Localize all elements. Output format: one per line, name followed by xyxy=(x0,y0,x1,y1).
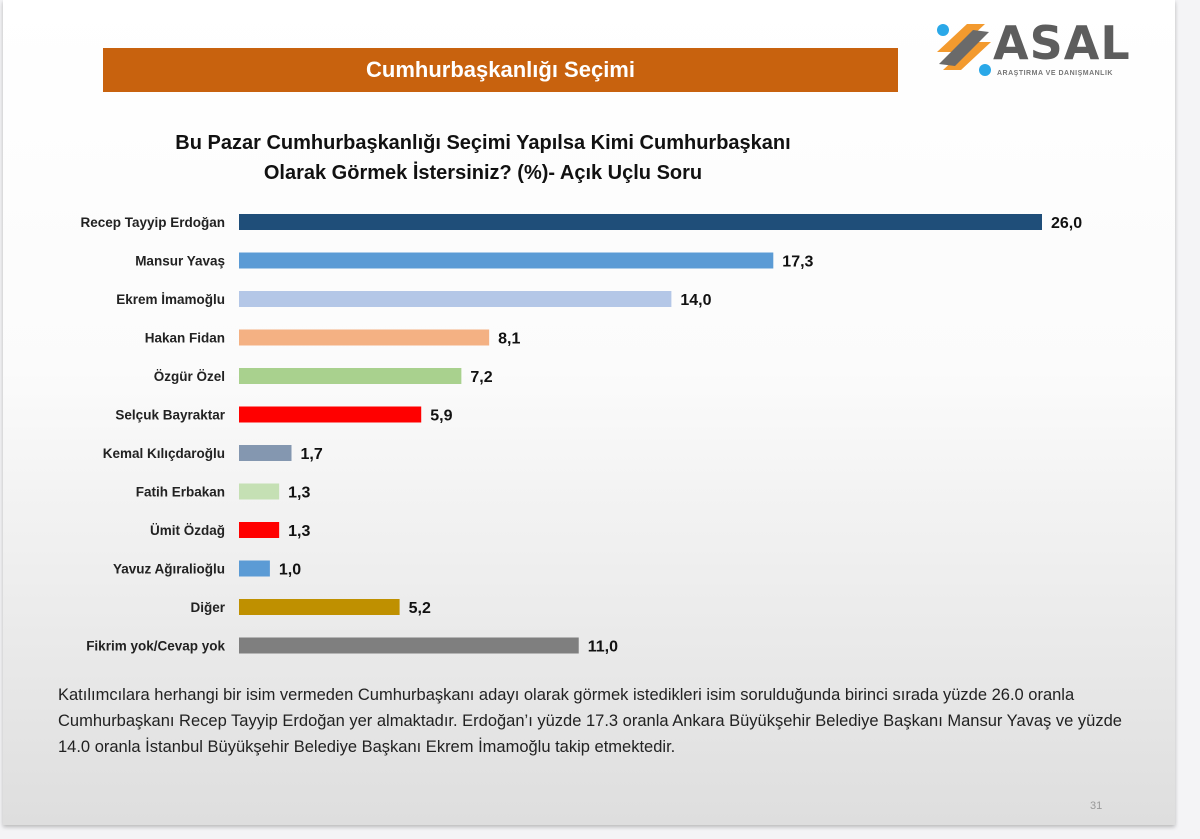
category-label: Diğer xyxy=(190,600,225,615)
bar xyxy=(239,252,774,269)
data-label: 1,3 xyxy=(288,485,310,502)
category-label: Fikrim yok/Cevap yok xyxy=(86,639,225,654)
chart-title: Bu Pazar Cumhurbaşkanlığı Seçimi Yapılsa… xyxy=(103,128,863,188)
logo-tagline: ARAŞTIRMA VE DANIŞMANLIK xyxy=(997,70,1113,77)
category-label: Selçuk Bayraktar xyxy=(115,408,225,423)
category-label: Özgür Özel xyxy=(154,369,225,384)
bar xyxy=(239,637,579,654)
data-label: 7,2 xyxy=(470,369,492,386)
category-label: Mansur Yavaş xyxy=(135,254,225,269)
data-label: 5,9 xyxy=(430,408,452,425)
bar xyxy=(239,368,462,384)
slide: Cumhurbaşkanlığı Seçimi ASAL ARAŞTIRMA V… xyxy=(3,0,1175,825)
bar xyxy=(239,483,280,500)
bar xyxy=(239,522,280,538)
logo-wordmark: ASAL xyxy=(993,16,1131,70)
data-label: 17,3 xyxy=(782,254,813,271)
chart-title-line-2: Olarak Görmek İstersiniz? (%)- Açık Uçlu… xyxy=(263,162,703,184)
bar-chart: Recep Tayyip Erdoğan 26,0 Mansur Yavaş 17,3… xyxy=(80,214,1082,656)
category-label: Yavuz Ağıralioğlu xyxy=(113,562,225,577)
data-label: 11,0 xyxy=(588,639,618,656)
chart-title-line-1: Bu Pazar Cumhurbaşkanlığı Seçimi Yapılsa… xyxy=(175,132,791,154)
bar xyxy=(239,329,490,346)
category-label: Kemal Kılıçdaroğlu xyxy=(103,446,225,461)
section-banner: Cumhurbaşkanlığı Seçimi xyxy=(103,48,898,92)
data-label: 1,7 xyxy=(301,446,323,463)
bar xyxy=(239,406,422,423)
data-label: 8,1 xyxy=(498,331,520,348)
bar xyxy=(239,445,292,461)
page-number: 31 xyxy=(1090,800,1103,812)
data-label: 1,3 xyxy=(288,523,310,540)
category-label: Recep Tayyip Erdoğan xyxy=(80,215,225,230)
category-label: Ekrem İmamoğlu xyxy=(116,292,225,307)
data-label: 26,0 xyxy=(1051,215,1082,232)
bar xyxy=(239,214,1042,230)
data-label: 14,0 xyxy=(680,292,711,309)
category-label: Hakan Fidan xyxy=(145,331,225,346)
data-label: 5,2 xyxy=(409,600,431,617)
category-label: Ümit Özdağ xyxy=(150,523,225,538)
category-label: Fatih Erbakan xyxy=(136,485,225,500)
chart-footnote: Katılımcılara herhangi bir isim vermeden… xyxy=(58,686,1122,756)
bar xyxy=(239,560,270,577)
logo-mark-icon xyxy=(937,24,991,76)
bar xyxy=(239,599,400,615)
bar xyxy=(239,291,672,307)
asal-logo: ASAL ARAŞTIRMA VE DANIŞMANLIK xyxy=(933,18,1153,80)
data-label: 1,0 xyxy=(279,562,301,579)
